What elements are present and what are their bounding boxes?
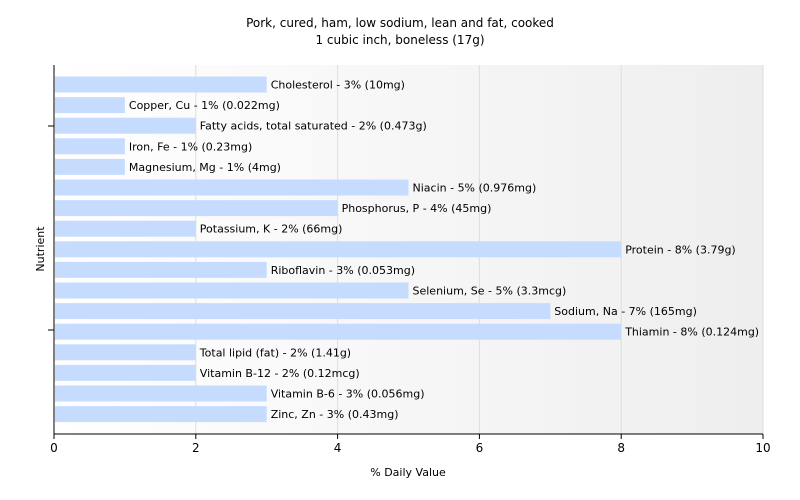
bar-label: Sodium, Na - 7% (165mg)	[554, 305, 697, 318]
chart-title-line-2: 1 cubic inch, boneless (17g)	[315, 33, 484, 47]
x-axis-title: % Daily Value	[370, 466, 446, 479]
bar	[55, 261, 267, 278]
bar-label: Total lipid (fat) - 2% (1.41g)	[199, 346, 351, 359]
bar-label: Iron, Fe - 1% (0.23mg)	[129, 140, 252, 153]
bar	[55, 158, 125, 175]
bar	[55, 323, 622, 340]
y-axis-title: Nutrient	[34, 226, 47, 272]
x-tick-label: 10	[755, 441, 770, 455]
chart-title: Pork, cured, ham, low sodium, lean and f…	[246, 16, 554, 47]
bar	[55, 344, 196, 361]
bar	[55, 241, 622, 258]
bar	[55, 385, 267, 402]
x-axis-ticks: 0 2 4 6 8 10	[50, 434, 771, 455]
bar	[55, 282, 409, 299]
bar	[55, 220, 196, 237]
bar	[55, 303, 551, 320]
x-tick-label: 8	[617, 441, 625, 455]
bar	[55, 117, 196, 134]
bar-label: Fatty acids, total saturated - 2% (0.473…	[200, 120, 427, 133]
bar-label: Zinc, Zn - 3% (0.43mg)	[271, 408, 399, 421]
bar-label: Phosphorus, P - 4% (45mg)	[342, 202, 492, 215]
bar-label: Protein - 8% (3.79g)	[625, 243, 736, 256]
x-tick-label: 0	[50, 441, 58, 455]
bar-label: Selenium, Se - 5% (3.3mcg)	[413, 285, 567, 298]
x-tick-label: 6	[476, 441, 484, 455]
bar-label: Copper, Cu - 1% (0.022mg)	[129, 99, 280, 112]
bar	[55, 97, 125, 114]
bar-label: Vitamin B-6 - 3% (0.056mg)	[271, 388, 425, 401]
bar	[55, 179, 409, 196]
bar-label: Riboflavin - 3% (0.053mg)	[271, 264, 415, 277]
bar-label: Vitamin B-12 - 2% (0.12mcg)	[200, 367, 360, 380]
bar-labels: Cholesterol - 3% (10mg) Copper, Cu - 1% (…	[129, 79, 759, 422]
bar	[55, 364, 196, 381]
x-tick-label: 4	[334, 441, 342, 455]
bar	[55, 76, 267, 93]
bar	[55, 406, 267, 423]
bars	[55, 76, 622, 423]
bar	[55, 138, 125, 155]
axes	[48, 65, 763, 435]
x-tick-label: 2	[192, 441, 200, 455]
chart-title-line-1: Pork, cured, ham, low sodium, lean and f…	[246, 16, 554, 30]
bar-label: Cholesterol - 3% (10mg)	[271, 79, 405, 92]
bar-label: Thiamin - 8% (0.124mg)	[624, 326, 759, 339]
bar-label: Magnesium, Mg - 1% (4mg)	[129, 161, 281, 174]
bar-label: Potassium, K - 2% (66mg)	[200, 223, 343, 236]
bar-label: Niacin - 5% (0.976mg)	[413, 182, 537, 195]
bar	[55, 200, 338, 217]
